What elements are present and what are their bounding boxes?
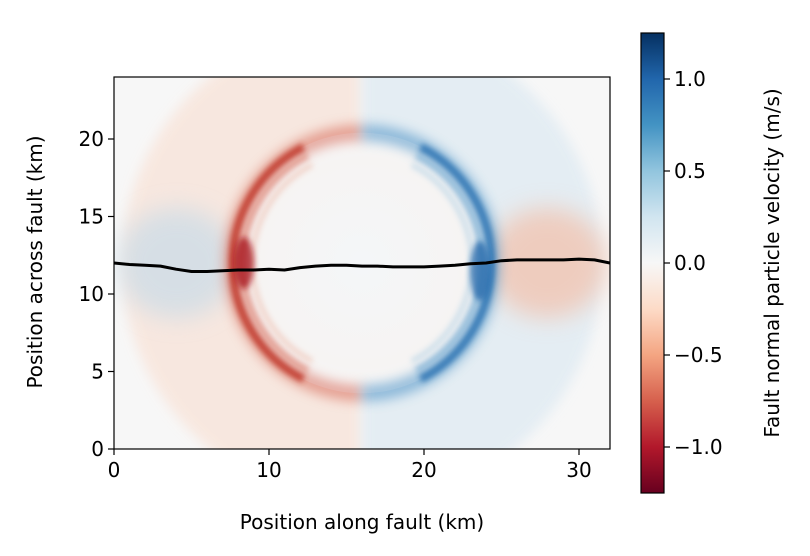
- heatmap-field: [114, 77, 610, 449]
- left-lobe: [116, 208, 237, 318]
- y-tick-label: 10: [79, 282, 104, 306]
- colorbar-tick-label: 1.0: [674, 67, 706, 91]
- y-axis-ticks: 0 5 10 15 20: [79, 127, 114, 461]
- negative-hotspot: [233, 237, 254, 289]
- colorbar-label: Fault normal particle velocity (m/s): [760, 88, 784, 437]
- colorbar-tick-label: −1.0: [674, 435, 723, 459]
- plot-frame: [113, 76, 611, 450]
- colorbar: [640, 32, 665, 494]
- inner-disk: [231, 132, 493, 394]
- x-tick-label: 30: [566, 458, 591, 482]
- y-tick-label: 20: [79, 127, 104, 151]
- negative-front-ripple: [228, 143, 306, 383]
- x-tick-label: 0: [108, 458, 121, 482]
- y-tick-label: 0: [91, 437, 104, 461]
- x-tick-label: 10: [256, 458, 281, 482]
- colorbar-ticks: −1.0 −0.5 0.0 0.5 1.0: [664, 67, 723, 459]
- positive-hotspot: [470, 241, 491, 301]
- colorbar-tick-label: 0.0: [674, 251, 706, 275]
- y-axis-label: Position across fault (km): [23, 135, 47, 388]
- colorbar-tick-label: 0.5: [674, 159, 706, 183]
- y-tick-label: 5: [91, 360, 104, 384]
- x-axis-ticks: 0 10 20 30: [108, 449, 592, 482]
- x-axis-label: Position along fault (km): [240, 510, 484, 534]
- right-lobe: [487, 208, 608, 318]
- x-tick-label: 20: [411, 458, 436, 482]
- colorbar-tick-label: −0.5: [674, 343, 723, 367]
- y-tick-label: 15: [79, 205, 104, 229]
- fault-trace-line: [114, 257, 610, 273]
